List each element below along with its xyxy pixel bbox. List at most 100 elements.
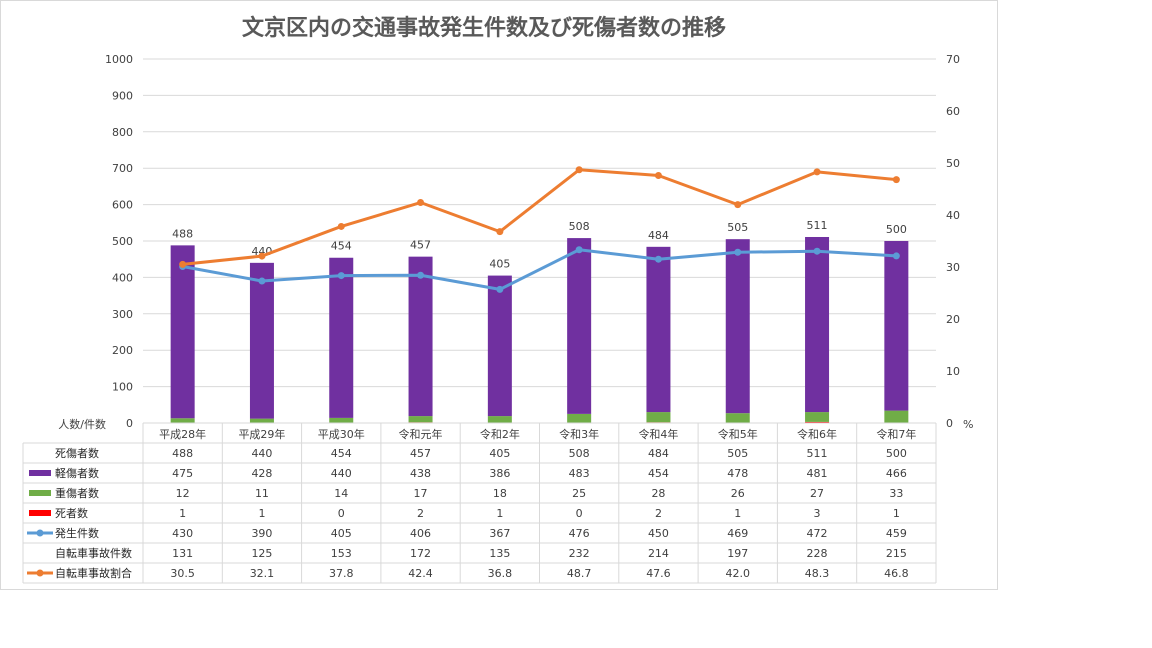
bar-重傷者数 [884,410,909,423]
table-cell: 367 [489,527,510,540]
table-cell: 197 [727,547,748,560]
point-発生件数 [813,247,821,255]
table-cell: 406 [410,527,431,540]
point-自転車事故割合 [179,260,187,268]
total-data-label: 511 [807,219,828,232]
bar-死者数 [805,421,830,423]
category-label: 令和4年 [638,427,678,441]
table-cell: 438 [410,467,431,480]
bar-重傷者数 [487,416,512,423]
left-tick-label: 500 [112,235,133,248]
chart-svg: 文京区内の交通事故発生件数及び死傷者数の推移 488 440 454 457 405 50… [22,15,973,584]
line-layer [179,166,900,293]
bar-軽傷者数 [884,241,909,411]
bar-軽傷者数 [408,256,433,417]
table-cell: 1 [734,507,741,520]
point-自転車事故割合 [654,171,662,179]
table-cell: 430 [172,527,193,540]
point-発生件数 [258,277,266,285]
bar-重傷者数 [725,413,750,423]
table-cell: 476 [569,527,590,540]
left-axis-label: 人数/件数 [58,418,106,431]
right-axis-label: % [963,418,973,431]
table-cell: 18 [493,487,507,500]
total-data-label: 505 [727,221,748,234]
left-tick-label: 100 [112,381,133,394]
bar-軽傷者数 [646,246,671,413]
legend-key-軽傷者数 [29,470,51,476]
table-cell: 428 [251,467,272,480]
total-data-label: 405 [489,258,510,271]
table-cell: 484 [648,447,669,460]
table-cell: 500 [886,447,907,460]
table-cell: 0 [338,507,345,520]
table-cell: 505 [727,447,748,460]
legend-marker-自転車事故割合 [36,569,44,577]
point-発生件数 [734,248,742,256]
table-cell: 14 [334,487,348,500]
point-自転車事故割合 [813,168,821,176]
point-発生件数 [496,285,504,293]
left-tick-label: 0 [126,417,133,430]
legend-key-重傷者数 [29,490,51,496]
right-tick-label: 10 [946,365,960,378]
point-自転車事故割合 [337,222,345,230]
bar-軽傷者数 [329,257,354,418]
left-tick-label: 800 [112,126,133,139]
right-tick-label: 20 [946,313,960,326]
table-cell: 46.8 [884,567,909,580]
point-自転車事故割合 [258,252,266,260]
bar-重傷者数 [249,418,274,423]
table-cell: 228 [807,547,828,560]
table-cell: 27 [810,487,824,500]
right-tick-label: 40 [946,209,960,222]
bar-重傷者数 [329,417,354,423]
bar-重傷者数 [567,413,592,423]
table-cell: 48.7 [567,567,592,580]
table-cell: 30.5 [170,567,195,580]
table-row-label: 死傷者数 [55,446,99,460]
table-cell: 405 [331,527,352,540]
table-cell: 466 [886,467,907,480]
left-tick-label: 300 [112,308,133,321]
table-cell: 11 [255,487,269,500]
table-cell: 459 [886,527,907,540]
left-tick-label: 400 [112,271,133,284]
table-cell: 2 [417,507,424,520]
table-cell: 125 [251,547,272,560]
category-label: 平成28年 [159,427,206,441]
table-row-label: 死者数 [55,507,88,520]
table-cell: 42.4 [408,567,433,580]
table-cell: 481 [807,467,828,480]
right-tick-label: 70 [946,53,960,66]
table-cell: 12 [176,487,190,500]
bar-重傷者数 [646,412,671,423]
table-cell: 28 [651,487,665,500]
line-発生件数 [182,248,897,291]
table-cell: 478 [727,467,748,480]
table-cell: 17 [414,487,428,500]
table-cell: 135 [489,547,510,560]
table-cell: 48.3 [805,567,830,580]
table-cell: 469 [727,527,748,540]
point-自転車事故割合 [575,166,583,174]
legend-marker-発生件数 [36,529,44,537]
table-cell: 511 [807,447,828,460]
table-cell: 450 [648,527,669,540]
legend-key-死者数 [29,510,51,516]
table-cell: 232 [569,547,590,560]
category-label: 令和5年 [718,427,758,441]
table-cell: 483 [569,467,590,480]
right-tick-label: 30 [946,261,960,274]
point-自転車事故割合 [734,201,742,209]
table-cell: 475 [172,467,193,480]
point-発生件数 [654,255,662,263]
table-cell: 0 [576,507,583,520]
point-発生件数 [892,252,900,260]
table-cell: 440 [251,447,272,460]
table-cell: 386 [489,467,510,480]
table-cell: 390 [251,527,272,540]
point-発生件数 [575,246,583,254]
table-cell: 1 [258,507,265,520]
